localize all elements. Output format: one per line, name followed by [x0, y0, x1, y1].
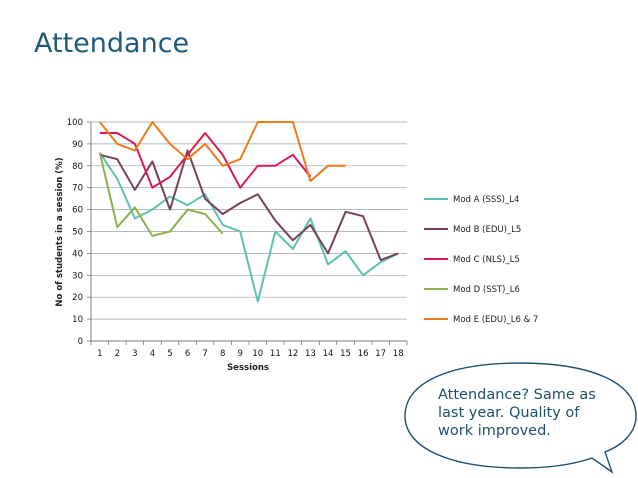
y-tick-label: 20	[72, 293, 83, 303]
x-axis-label: Sessions	[227, 363, 269, 373]
y-tick-label: 70	[72, 184, 83, 194]
legend-label: Mod A (SSS)_L4	[453, 195, 519, 205]
legend-label: Mod D (SST)_L6	[453, 285, 520, 295]
y-tick-label: 60	[72, 206, 83, 216]
y-tick-label: 30	[72, 271, 83, 281]
x-tick-label: 5	[167, 349, 172, 359]
x-tick-label: 2	[115, 349, 120, 359]
x-tick-label: 18	[393, 349, 404, 359]
y-tick-label: 80	[72, 162, 83, 172]
y-tick-label: 90	[72, 140, 83, 150]
x-tick-label: 12	[287, 349, 298, 359]
x-tick-label: 1	[97, 349, 102, 359]
legend-label: Mod B (EDU)_L5	[453, 225, 521, 235]
y-tick-label: 0	[78, 337, 83, 347]
speech-bubble	[404, 362, 637, 474]
series-line-5	[99, 121, 346, 183]
x-tick-label: 8	[220, 349, 225, 359]
legend-label: Mod C (NLS)_L5	[453, 255, 520, 265]
x-tick-label: 10	[252, 349, 263, 359]
series-line-2	[99, 149, 399, 261]
series-line-1	[98, 152, 399, 303]
x-tick-label: 17	[375, 349, 386, 359]
y-axis-label: No of students in a session (%)	[55, 157, 65, 306]
x-tick-label: 15	[340, 349, 351, 359]
x-tick-label: 4	[150, 349, 155, 359]
legend-label: Mod E (EDU)_L6 & 7	[453, 315, 538, 325]
x-tick-label: 9	[238, 349, 243, 359]
x-tick-label: 13	[305, 349, 316, 359]
slide-title: Attendance	[34, 28, 190, 59]
x-tick-label: 6	[185, 349, 190, 359]
x-tick-label: 14	[323, 349, 334, 359]
x-tick-label: 16	[358, 349, 369, 359]
y-tick-label: 10	[72, 315, 83, 325]
x-tick-label: 3	[132, 349, 137, 359]
x-tick-label: 11	[270, 349, 281, 359]
y-tick-label: 40	[72, 249, 83, 259]
y-tick-label: 50	[72, 228, 83, 238]
y-tick-label: 100	[67, 118, 83, 128]
series-line-4	[98, 152, 224, 237]
series-line-3	[99, 132, 312, 189]
series-lines	[98, 121, 399, 303]
callout-text: Attendance? Same as last year. Quality o…	[438, 387, 596, 439]
legend: Mod A (SSS)_L4 Mod B (EDU)_L5 Mod C (NLS)_…	[424, 195, 538, 325]
x-tick-label: 7	[202, 349, 207, 359]
